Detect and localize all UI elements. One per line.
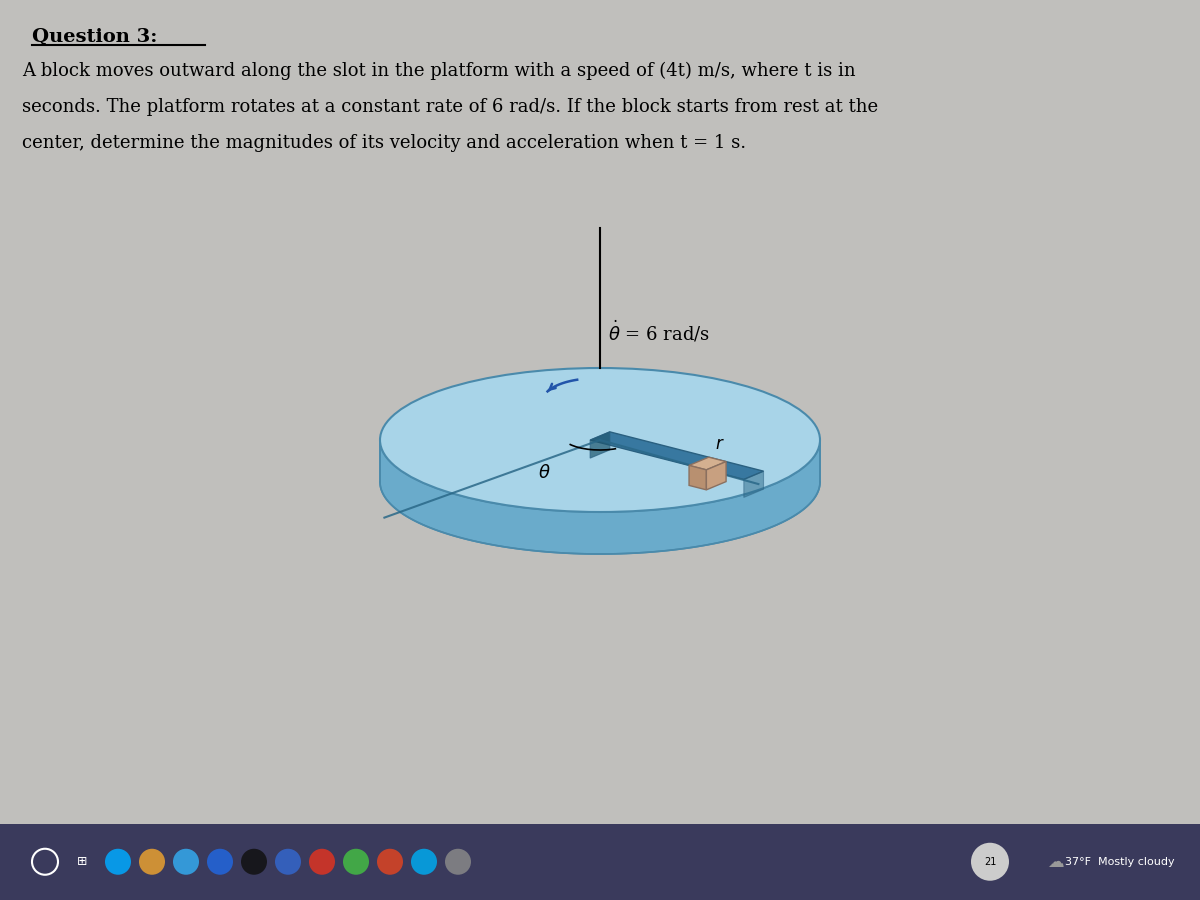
Circle shape: [173, 849, 199, 875]
Circle shape: [971, 842, 1009, 881]
Text: $r$: $r$: [715, 436, 725, 453]
Circle shape: [241, 849, 266, 875]
Text: ☁: ☁: [1046, 853, 1063, 871]
Circle shape: [139, 849, 166, 875]
Circle shape: [445, 849, 470, 875]
Polygon shape: [707, 462, 726, 490]
Text: center, determine the magnitudes of its velocity and acceleration when t = 1 s.: center, determine the magnitudes of its …: [22, 134, 746, 152]
Polygon shape: [744, 472, 763, 498]
Circle shape: [208, 849, 233, 875]
Polygon shape: [380, 440, 820, 554]
Text: ⊞: ⊞: [77, 855, 88, 868]
Text: $\dot{\theta}$ = 6 rad/s: $\dot{\theta}$ = 6 rad/s: [608, 319, 710, 344]
Text: Question 3:: Question 3:: [32, 28, 157, 46]
Polygon shape: [689, 465, 707, 490]
Text: 21: 21: [984, 857, 996, 867]
Polygon shape: [590, 432, 610, 458]
Circle shape: [377, 849, 403, 875]
Circle shape: [310, 849, 335, 875]
Text: seconds. The platform rotates at a constant rate of 6 rad/s. If the block starts: seconds. The platform rotates at a const…: [22, 98, 878, 116]
Text: 37°F  Mostly cloudy: 37°F Mostly cloudy: [1066, 857, 1175, 867]
Text: A block moves outward along the slot in the platform with a speed of (4t) m/s, w: A block moves outward along the slot in …: [22, 62, 856, 80]
Text: $\theta$: $\theta$: [538, 464, 551, 482]
Circle shape: [410, 849, 437, 875]
Circle shape: [106, 849, 131, 875]
Polygon shape: [590, 432, 763, 480]
Bar: [0, 824, 1200, 900]
Circle shape: [343, 849, 370, 875]
Ellipse shape: [380, 368, 820, 512]
Circle shape: [275, 849, 301, 875]
Polygon shape: [689, 457, 726, 470]
